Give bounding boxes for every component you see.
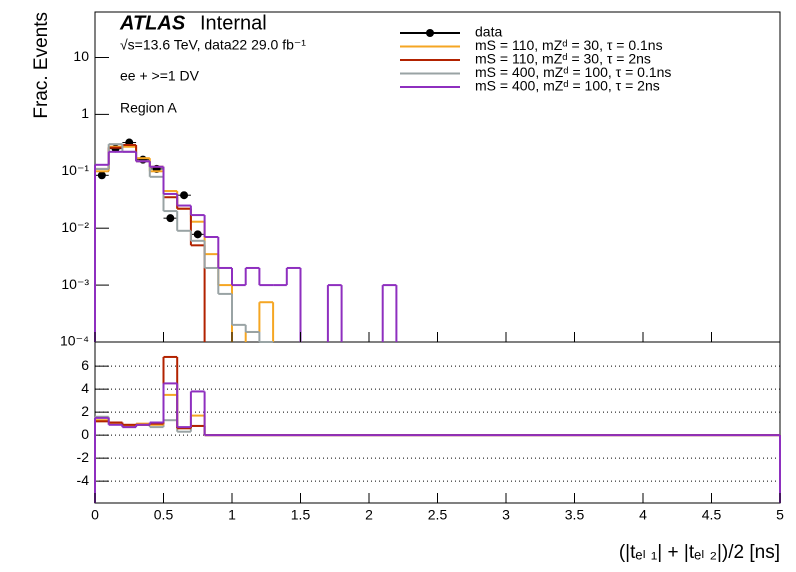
legend-label: mS = 110, mZᵈ = 30, τ = 0.1ns — [475, 37, 663, 53]
legend-label: mS = 400, mZᵈ = 100, τ = 0.1ns — [475, 64, 671, 80]
y-tick-label: 10⁻³ — [61, 276, 89, 292]
x-tick-label: 4 — [639, 507, 647, 523]
legend-marker — [426, 29, 434, 37]
y-tick-label: 10⁻² — [61, 219, 89, 235]
y-tick-label: 2 — [81, 403, 89, 419]
ratio-frame — [94, 341, 781, 504]
y-label: Frac. Events — [31, 12, 52, 119]
legend-label: mS = 400, mZᵈ = 100, τ = 2ns — [475, 78, 660, 94]
x-tick-label: 3.5 — [565, 507, 585, 523]
legend-label: data — [475, 24, 502, 40]
top-frame — [94, 11, 781, 343]
x-tick-label: 0 — [91, 507, 99, 523]
atlas-suffix: Internal — [200, 12, 267, 34]
x-tick-label: 0.5 — [154, 507, 174, 523]
x-label: (|tₑₗ ₁| + |tₑₗ ₂|)/2 [ns] — [619, 542, 780, 563]
x-tick-label: 3 — [502, 507, 510, 523]
y-tick-label: 10 — [73, 48, 89, 64]
y-tick-label: -2 — [77, 449, 90, 465]
y-tick-label: 4 — [81, 380, 89, 396]
atlas-label: ATLAS — [119, 12, 186, 34]
y-tick-label: 10⁻¹ — [61, 162, 89, 178]
y-tick-label: -4 — [77, 472, 90, 488]
x-tick-label: 1 — [228, 507, 236, 523]
x-tick-label: 2 — [365, 507, 373, 523]
x-tick-label: 2.5 — [428, 507, 448, 523]
legend-label: mS = 110, mZᵈ = 30, τ = 2ns — [475, 51, 651, 67]
annotation: ee + >=1 DV — [120, 68, 200, 84]
x-tick-label: 4.5 — [702, 507, 722, 523]
y-tick-label: 6 — [81, 357, 89, 373]
x-tick-label: 1.5 — [291, 507, 311, 523]
y-tick-label: 0 — [81, 426, 89, 442]
subtitle: √s=13.6 TeV, data22 29.0 fb⁻¹ — [120, 37, 306, 53]
y-tick-label: 1 — [81, 105, 89, 121]
x-tick-label: 5 — [776, 507, 784, 523]
annotation: Region A — [120, 100, 177, 116]
y-tick-label: 10⁻⁴ — [60, 333, 89, 349]
